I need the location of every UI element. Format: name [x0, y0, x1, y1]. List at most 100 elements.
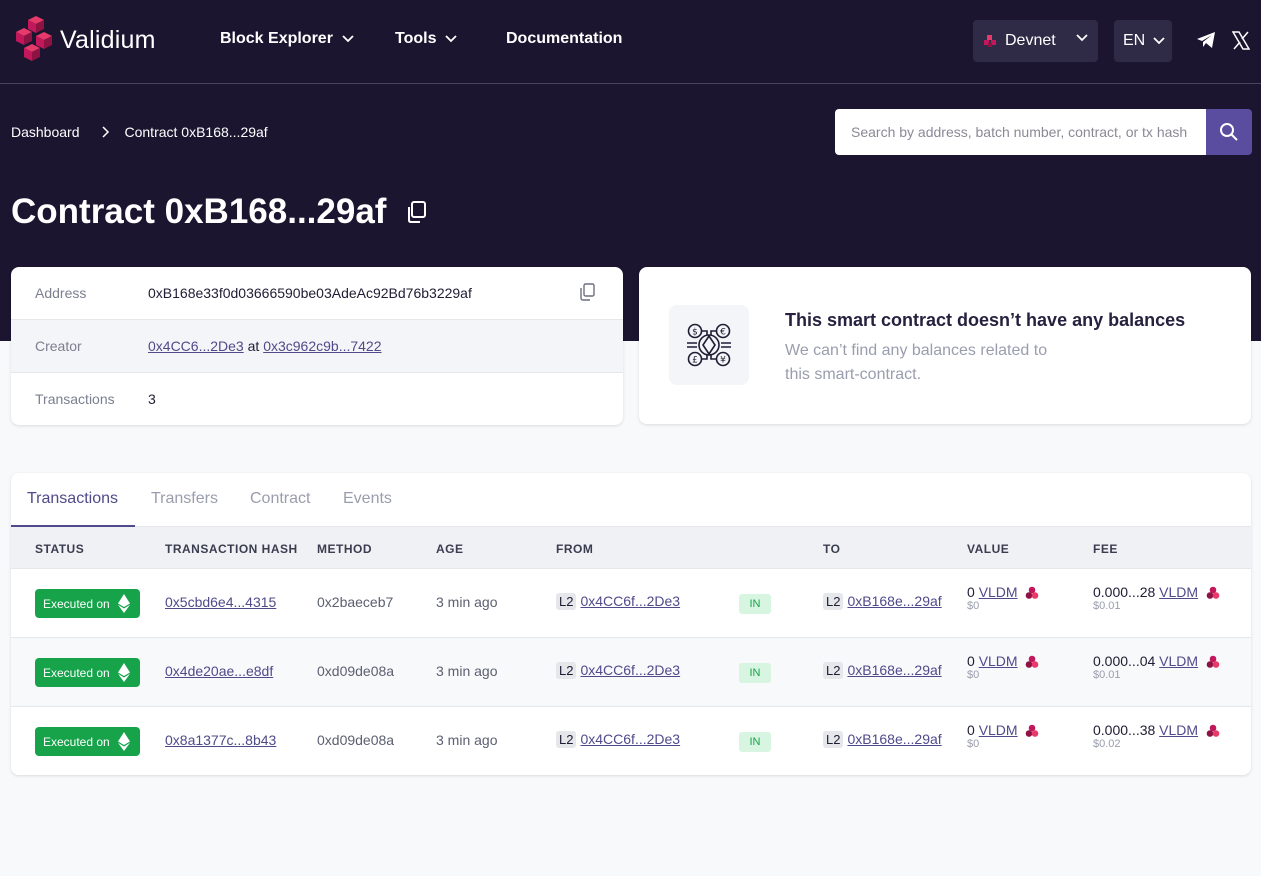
transaction-hash-link[interactable]: 0x8a1377c...8b43: [165, 732, 277, 748]
fee-cell: 0.000...04 VLDM $0.01: [1093, 653, 1220, 681]
nav-block-explorer[interactable]: Block Explorer: [220, 30, 354, 48]
copy-title-button[interactable]: [406, 200, 428, 224]
search-input[interactable]: [835, 109, 1206, 155]
fee-cell: 0.000...38 VLDM $0.02: [1093, 722, 1220, 750]
table-row: Executed on 0x5cbd6e4...4315 0x2baeceb7 …: [11, 569, 1251, 638]
header-fee: FEE: [1093, 542, 1118, 556]
balances-title: This smart contract doesn’t have any bal…: [785, 310, 1186, 330]
chevron-down-icon: [1153, 37, 1165, 45]
to-address-link[interactable]: 0xB168e...29af: [847, 593, 942, 609]
from-cell: L2 0x4CC6f...2De3: [556, 593, 680, 610]
transaction-hash-link[interactable]: 0x4de20ae...e8df: [165, 663, 274, 679]
header-status: STATUS: [35, 542, 85, 556]
from-layer-badge: L2: [556, 731, 577, 748]
transaction-hash-link[interactable]: 0x5cbd6e4...4315: [165, 594, 277, 610]
tab-transactions[interactable]: Transactions: [27, 490, 118, 507]
from-address-link[interactable]: 0x4CC6f...2De3: [580, 593, 681, 609]
creator-address-link[interactable]: 0x4CC6...2De3: [148, 338, 244, 354]
header-value: VALUE: [967, 542, 1010, 556]
creator-at-text: at: [247, 338, 260, 354]
creator-value: 0x4CC6...2De3 at 0x3c962c9b...7422: [148, 338, 382, 354]
ethereum-icon: [118, 732, 130, 751]
search-bar: [835, 109, 1252, 155]
from-address-link[interactable]: 0x4CC6f...2De3: [580, 662, 681, 678]
creator-tx-link[interactable]: 0x3c962c9b...7422: [263, 338, 382, 354]
status-text: Executed on: [43, 665, 110, 680]
search-button[interactable]: [1206, 109, 1252, 155]
age-value: 3 min ago: [436, 594, 498, 610]
telegram-icon[interactable]: [1196, 31, 1217, 49]
vldm-token-icon: [1026, 655, 1039, 669]
fee-amount: 0.000...04: [1093, 653, 1156, 669]
method-value: 0x2baeceb7: [317, 594, 394, 610]
fee-token-link[interactable]: VLDM: [1159, 584, 1199, 600]
nav-tools[interactable]: Tools: [395, 30, 458, 48]
value-usd: $0: [967, 600, 980, 613]
svg-text:£: £: [692, 356, 698, 366]
value-amount: 0: [967, 722, 975, 738]
fee-usd: $0.01: [1093, 669, 1121, 682]
status-badge: Executed on: [35, 589, 140, 618]
transactions-card: Transactions Transfers Contract Events S…: [11, 473, 1251, 775]
status-badge: Executed on: [35, 727, 140, 756]
to-cell: L2 0xB168e...29af: [823, 731, 942, 748]
value-token-link[interactable]: VLDM: [978, 653, 1018, 669]
fee-usd: $0.01: [1093, 600, 1121, 613]
devnet-icon: [984, 35, 996, 47]
fee-amount: 0.000...28: [1093, 584, 1156, 600]
creator-row: Creator 0x4CC6...2De3 at 0x3c962c9b...74…: [11, 320, 623, 373]
table-row: Executed on 0x8a1377c...8b43 0xd09de08a …: [11, 707, 1251, 775]
page-title: Contract 0xB168...29af: [11, 192, 428, 232]
age-value: 3 min ago: [436, 732, 498, 748]
tab-transfers[interactable]: Transfers: [151, 490, 218, 507]
transactions-count: 3: [148, 391, 156, 407]
vldm-token-icon: [1206, 586, 1220, 600]
language-selector[interactable]: EN: [1114, 20, 1172, 62]
value-amount: 0: [967, 584, 975, 600]
value-token-link[interactable]: VLDM: [978, 722, 1018, 738]
method-value: 0xd09de08a: [317, 732, 395, 748]
tab-bar: Transactions Transfers Contract Events: [11, 473, 1251, 527]
chevron-right-icon: [101, 126, 109, 138]
age-value: 3 min ago: [436, 663, 498, 679]
x-icon[interactable]: [1232, 31, 1250, 50]
fee-token-link[interactable]: VLDM: [1159, 722, 1199, 738]
fee-amount: 0.000...38: [1093, 722, 1156, 738]
from-layer-badge: L2: [556, 662, 577, 679]
copy-address-button[interactable]: [579, 283, 595, 304]
nav-documentation[interactable]: Documentation: [506, 30, 622, 48]
from-address-link[interactable]: 0x4CC6f...2De3: [580, 731, 681, 747]
transactions-row: Transactions 3: [11, 373, 623, 425]
table-row: Executed on 0x4de20ae...e8df 0xd09de08a …: [11, 638, 1251, 707]
network-label: Devnet: [1005, 32, 1056, 49]
from-cell: L2 0x4CC6f...2De3: [556, 662, 680, 679]
to-address-link[interactable]: 0xB168e...29af: [847, 662, 942, 678]
nav-tools-label: Tools: [395, 30, 437, 47]
brand-logo[interactable]: Validium: [14, 16, 156, 64]
balances-card: $ € £ ¥ This smart contract doesn’t have…: [639, 267, 1251, 424]
balances-icon-box: $ € £ ¥: [669, 305, 749, 385]
tab-events[interactable]: Events: [343, 490, 392, 507]
direction-badge: IN: [739, 594, 771, 614]
nav-documentation-label: Documentation: [506, 30, 623, 47]
value-cell: 0 VLDM $0: [967, 722, 1039, 750]
page-title-text: Contract 0xB168...29af: [11, 192, 387, 231]
to-address-link[interactable]: 0xB168e...29af: [847, 731, 942, 747]
ethereum-icon: [118, 594, 130, 613]
tab-contract[interactable]: Contract: [250, 490, 311, 507]
active-tab-indicator: [11, 525, 135, 527]
status-badge: Executed on: [35, 658, 140, 687]
copy-icon: [580, 283, 595, 301]
vldm-token-icon: [1026, 724, 1039, 738]
fee-cell: 0.000...28 VLDM $0.01: [1093, 584, 1220, 612]
to-cell: L2 0xB168e...29af: [823, 662, 942, 679]
top-navigation: Validium Block Explorer Tools Documentat…: [0, 0, 1261, 84]
ethereum-icon: [118, 663, 130, 682]
value-token-link[interactable]: VLDM: [978, 584, 1018, 600]
to-layer-badge: L2: [823, 731, 844, 748]
breadcrumb-dashboard[interactable]: Dashboard: [11, 124, 80, 140]
network-selector[interactable]: Devnet: [973, 20, 1098, 62]
contract-info-card: Address 0xB168e33f0d03666590be03AdeAc92B…: [11, 267, 623, 425]
svg-text:$: $: [692, 328, 698, 338]
fee-token-link[interactable]: VLDM: [1159, 653, 1199, 669]
